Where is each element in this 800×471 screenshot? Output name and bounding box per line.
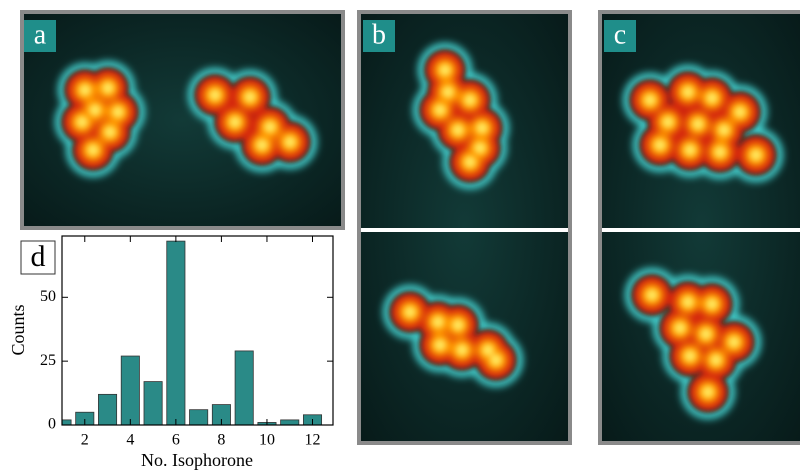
panel-label: d	[31, 240, 46, 273]
bar	[62, 419, 72, 425]
lobe	[692, 118, 704, 130]
lobe	[79, 84, 91, 96]
y-tick-label: 25	[40, 352, 56, 369]
molecules	[55, 43, 783, 419]
lobe	[710, 354, 722, 366]
lobe	[76, 116, 88, 128]
bar	[189, 409, 209, 425]
lobe	[706, 298, 718, 310]
y-axis-title: Counts	[8, 304, 28, 355]
lobe	[264, 121, 276, 133]
lobe	[706, 92, 718, 104]
lobe	[452, 124, 464, 136]
lobe	[112, 106, 124, 118]
lobe	[654, 139, 666, 151]
lobe	[476, 122, 488, 134]
x-tick-label: 2	[81, 432, 89, 449]
lobe	[714, 146, 726, 158]
lobe	[209, 89, 221, 101]
lobe	[674, 322, 686, 334]
panel-label: c	[614, 19, 626, 50]
bars	[62, 240, 323, 425]
bar	[280, 419, 300, 425]
bar	[98, 393, 118, 425]
divider	[361, 228, 568, 232]
bar	[120, 355, 140, 425]
histogram: No. Isophorone Counts 0 25 50 2 4 6 8 10 12	[8, 235, 334, 470]
stm-images	[20, 10, 800, 445]
lobe	[750, 149, 762, 161]
plot-frame	[61, 235, 334, 426]
molecule-layer	[76, 82, 124, 156]
molecule	[188, 68, 317, 172]
label-box	[604, 20, 636, 52]
lobe	[404, 306, 416, 318]
lobe	[434, 104, 446, 116]
divider	[602, 228, 800, 232]
x-tick-label: 4	[126, 432, 134, 449]
x-axis-title: No. Isophorone	[141, 450, 253, 470]
lobe	[644, 94, 656, 106]
lobe	[474, 142, 486, 154]
lobe	[256, 139, 268, 151]
lobe	[432, 316, 444, 328]
lobe	[662, 116, 674, 128]
molecule-layer	[404, 306, 502, 366]
lobe	[718, 124, 730, 136]
lobe	[702, 386, 714, 398]
y-tick-label: 50	[40, 288, 56, 305]
lobe	[482, 344, 494, 356]
lobe	[464, 94, 476, 106]
bar	[75, 411, 95, 425]
lobe	[646, 289, 658, 301]
molecule	[623, 65, 783, 182]
lobe	[439, 64, 451, 76]
lobe	[284, 136, 296, 148]
y-tick-label: 0	[48, 416, 56, 433]
bar	[166, 240, 186, 425]
lobe	[684, 350, 696, 362]
lobe	[456, 344, 468, 356]
lobe	[102, 82, 114, 94]
lobe	[734, 106, 746, 118]
x-tick-label: 10	[259, 432, 275, 449]
x-tick-label: 6	[172, 432, 180, 449]
panel-label: b	[372, 19, 386, 50]
molecule	[413, 43, 509, 189]
lobe	[684, 144, 696, 156]
lobe	[87, 144, 99, 156]
lobe	[89, 104, 101, 116]
lobe	[464, 156, 476, 168]
molecule	[625, 268, 761, 419]
lobe	[434, 339, 446, 351]
panel-label: a	[34, 19, 47, 50]
molecule-layer	[644, 86, 762, 161]
lobe	[104, 126, 116, 138]
lobe	[700, 328, 712, 340]
x-tick-label: 8	[217, 432, 225, 449]
panel-labels: a b c d	[20, 19, 636, 275]
lobe	[244, 91, 256, 103]
bar	[234, 350, 254, 425]
molecule	[383, 285, 523, 387]
lobe	[442, 86, 454, 98]
molecule-layer	[646, 289, 740, 398]
molecule-layer	[209, 89, 296, 151]
label-box	[24, 20, 56, 52]
lobe	[682, 296, 694, 308]
lobe	[452, 319, 464, 331]
lobe	[229, 116, 241, 128]
label-box	[20, 240, 56, 275]
lobe	[490, 354, 502, 366]
label-box	[363, 20, 395, 52]
x-tick-label: 12	[305, 432, 321, 449]
lobe	[728, 336, 740, 348]
lobe	[682, 86, 694, 98]
molecule-layer	[434, 64, 488, 168]
molecule	[55, 61, 145, 177]
bar	[143, 381, 163, 425]
